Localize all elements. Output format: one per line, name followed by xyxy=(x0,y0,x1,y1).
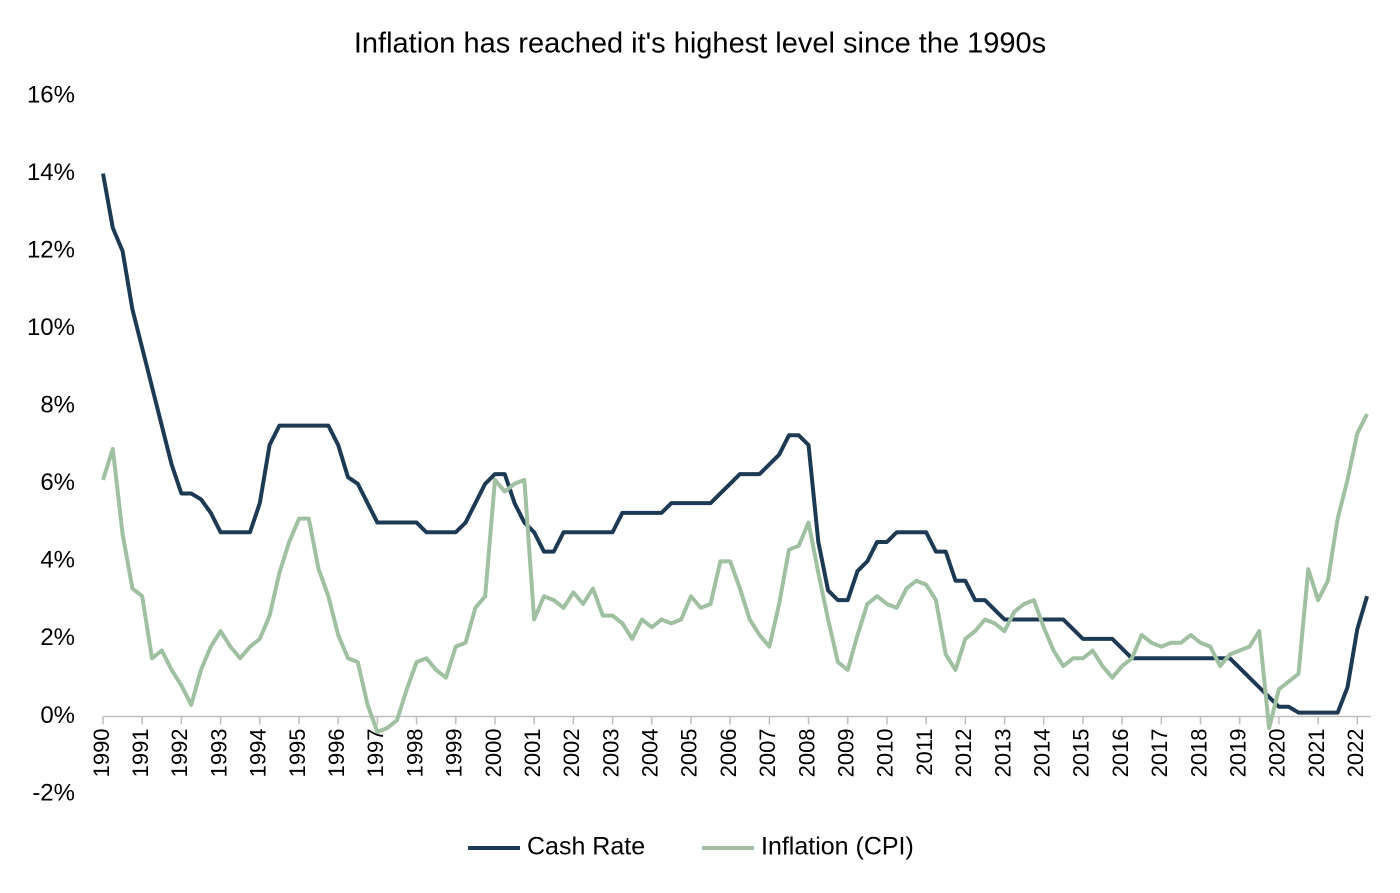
x-tick-label: 2022 xyxy=(1343,728,1368,777)
x-tick-label: 2018 xyxy=(1186,728,1211,777)
x-tick-label: 1992 xyxy=(167,728,192,777)
x-tick-label: 2008 xyxy=(794,728,819,777)
x-tick-label: 2020 xyxy=(1265,728,1290,777)
x-tick-label: 2004 xyxy=(638,728,663,777)
x-tick-label: 2009 xyxy=(834,728,859,777)
y-tick-label: 12% xyxy=(27,236,75,263)
x-tick-label: 2011 xyxy=(912,728,937,775)
x-tick-label: 2010 xyxy=(873,728,898,777)
series-line xyxy=(101,413,1369,734)
y-tick-label: 2% xyxy=(40,624,75,651)
x-tick-label: 2013 xyxy=(990,728,1015,777)
x-tick-label: 2003 xyxy=(598,728,623,777)
y-tick-label: 6% xyxy=(40,469,75,496)
x-tick-label: 1996 xyxy=(324,728,349,777)
x-tick-label: 2016 xyxy=(1108,728,1133,777)
x-tick-label: 2014 xyxy=(1030,728,1055,777)
x-tick-label: 2017 xyxy=(1147,728,1172,777)
series-line xyxy=(101,173,1369,715)
x-tick-label: 1994 xyxy=(246,728,271,777)
x-tick-label: 2007 xyxy=(755,728,780,777)
x-tick-label: 2005 xyxy=(677,728,702,777)
y-tick-label: 10% xyxy=(27,314,75,341)
x-tick-label: 1990 xyxy=(89,728,114,777)
x-tick-label: 2002 xyxy=(559,728,584,777)
legend-label: Inflation (CPI) xyxy=(761,833,914,861)
chart-title: Inflation has reached it's highest level… xyxy=(354,28,1046,60)
x-tick-label: 1991 xyxy=(128,728,153,777)
y-tick-label: 4% xyxy=(40,547,75,574)
x-tick-label: 2021 xyxy=(1304,728,1329,777)
y-tick-label: 14% xyxy=(27,159,75,186)
legend-label: Cash Rate xyxy=(527,833,645,861)
x-tick-label: 2019 xyxy=(1226,728,1251,777)
x-tick-label: 2012 xyxy=(951,728,976,777)
x-tick-label: 2001 xyxy=(520,728,545,777)
x-tick-label: 2000 xyxy=(481,728,506,777)
x-tick-label: 1999 xyxy=(442,728,467,777)
y-tick-label: 8% xyxy=(40,392,75,419)
x-tick-label: 1998 xyxy=(402,728,427,777)
y-tick-label: -2% xyxy=(32,779,75,806)
y-tick-label: 16% xyxy=(27,81,75,108)
x-tick-label: 1995 xyxy=(285,728,310,777)
x-tick-label: 1993 xyxy=(206,728,231,777)
x-tick-label: 2015 xyxy=(1069,728,1094,777)
x-tick-label: 1997 xyxy=(363,728,388,777)
y-tick-label: 0% xyxy=(40,702,75,729)
x-tick-label: 2006 xyxy=(716,728,741,777)
